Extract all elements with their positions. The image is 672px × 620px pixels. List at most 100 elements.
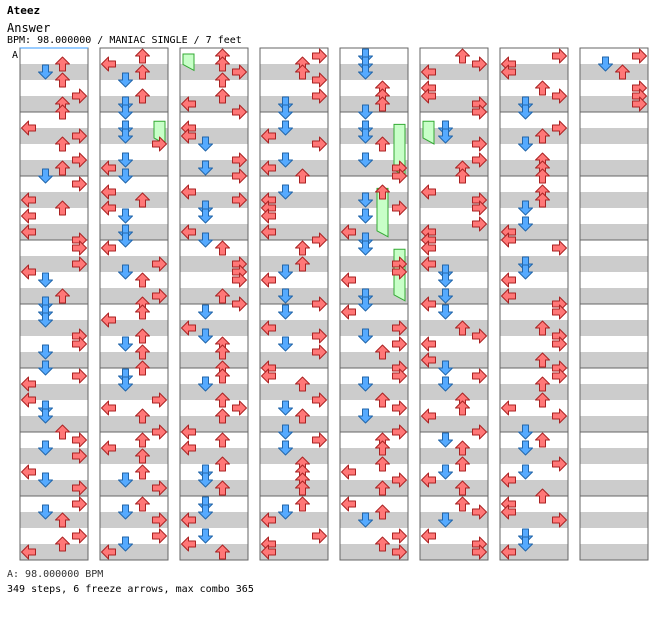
beat-stripe — [180, 304, 248, 320]
step-arrow-up — [375, 504, 390, 520]
step-arrow-down — [198, 136, 213, 152]
beat-stripe — [500, 96, 568, 112]
beat-stripe — [260, 128, 328, 144]
step-arrow-up — [215, 480, 230, 496]
beat-stripe — [580, 240, 648, 256]
step-arrow-right — [312, 48, 327, 64]
beat-stripe — [500, 48, 568, 64]
beat-stripe — [580, 80, 648, 96]
beat-stripe — [500, 368, 568, 384]
step-arrow-left — [501, 544, 516, 560]
arrow-shape — [358, 192, 373, 208]
arrow-shape — [135, 64, 150, 80]
step-arrow-down — [518, 216, 533, 232]
beat-stripe — [100, 176, 168, 192]
beat-stripe — [100, 448, 168, 464]
arrow-shape — [215, 72, 230, 88]
arrow-shape — [181, 184, 196, 200]
arrow-shape — [261, 368, 276, 384]
step-arrow-down — [38, 168, 53, 184]
step-arrow-left — [421, 240, 436, 256]
arrow-shape — [312, 72, 327, 88]
arrow-shape — [278, 304, 293, 320]
step-arrow-up — [55, 56, 70, 72]
step-arrow-left — [421, 88, 436, 104]
arrow-shape — [278, 104, 293, 120]
beat-stripe — [20, 64, 88, 80]
step-arrow-left — [21, 192, 36, 208]
beat-stripe — [580, 320, 648, 336]
arrow-shape — [278, 336, 293, 352]
beat-stripe — [20, 336, 88, 352]
step-arrow-left — [501, 232, 516, 248]
step-arrow-left — [21, 208, 36, 224]
beat-stripe — [420, 448, 488, 464]
beat-stripe — [580, 512, 648, 528]
step-arrow-up — [55, 104, 70, 120]
step-arrow-right — [72, 240, 87, 256]
arrow-shape — [552, 240, 567, 256]
step-arrow-down — [118, 128, 133, 144]
arrow-shape — [215, 56, 230, 72]
arrow-shape — [118, 168, 133, 184]
beat-stripe — [340, 464, 408, 480]
step-arrow-up — [55, 72, 70, 88]
arrow-shape — [455, 456, 470, 472]
arrow-shape — [261, 224, 276, 240]
beat-stripe — [180, 96, 248, 112]
step-arrow-up — [135, 360, 150, 376]
arrow-shape — [215, 368, 230, 384]
arrow-shape — [181, 224, 196, 240]
arrow-shape — [421, 184, 436, 200]
arrow-shape — [135, 448, 150, 464]
arrow-shape — [375, 344, 390, 360]
arrow-shape — [552, 512, 567, 528]
step-arrow-right — [392, 528, 407, 544]
beat-stripe — [420, 160, 488, 176]
beat-stripe — [100, 208, 168, 224]
arrow-shape — [38, 472, 53, 488]
beat-stripe — [20, 368, 88, 384]
step-stats: 349 steps, 6 freeze arrows, max combo 36… — [7, 584, 254, 595]
step-arrow-right — [72, 368, 87, 384]
arrow-shape — [232, 400, 247, 416]
arrow-shape — [535, 376, 550, 392]
step-arrow-left — [101, 440, 116, 456]
arrow-shape — [295, 480, 310, 496]
arrow-shape — [472, 544, 487, 560]
step-arrow-left — [21, 376, 36, 392]
beat-stripe — [100, 480, 168, 496]
arrow-shape — [455, 480, 470, 496]
beat-stripe — [340, 528, 408, 544]
arrow-shape — [101, 200, 116, 216]
arrow-shape — [472, 136, 487, 152]
beat-stripe — [100, 432, 168, 448]
step-arrow-down — [118, 232, 133, 248]
step-arrow-up — [215, 544, 230, 560]
beat-stripe — [20, 144, 88, 160]
beat-stripe — [100, 368, 168, 384]
beat-stripe — [180, 352, 248, 368]
step-arrow-up — [375, 136, 390, 152]
beat-stripe — [20, 224, 88, 240]
beat-stripe — [260, 304, 328, 320]
arrow-shape — [421, 528, 436, 544]
step-arrow-right — [472, 544, 487, 560]
step-arrow-down — [358, 104, 373, 120]
step-arrow-down — [198, 376, 213, 392]
beat-stripe — [260, 320, 328, 336]
arrow-shape — [552, 408, 567, 424]
step-arrow-right — [152, 512, 167, 528]
beat-stripe — [20, 160, 88, 176]
arrow-shape — [278, 504, 293, 520]
step-arrow-up — [535, 128, 550, 144]
step-arrow-down — [38, 312, 53, 328]
arrow-shape — [358, 240, 373, 256]
beat-stripe — [20, 112, 88, 128]
arrow-shape — [535, 432, 550, 448]
step-arrow-up — [215, 88, 230, 104]
beat-stripe — [180, 256, 248, 272]
step-arrow-down — [278, 120, 293, 136]
step-arrow-right — [392, 400, 407, 416]
